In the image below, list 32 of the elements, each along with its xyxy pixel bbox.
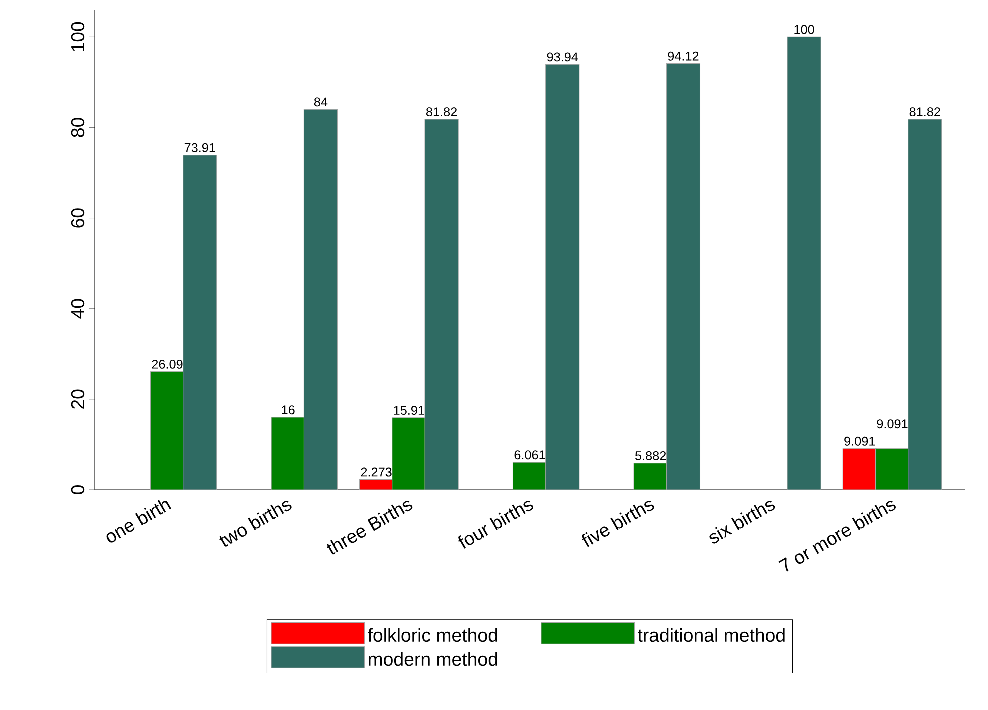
x-tick-label: one birth bbox=[106, 500, 172, 543]
data-label: 9.091 bbox=[877, 420, 908, 429]
data-label: 5.882 bbox=[635, 451, 666, 460]
data-label: 100 bbox=[794, 25, 814, 34]
x-tick-label: three Births bbox=[326, 501, 413, 555]
data-label: 26.09 bbox=[152, 360, 183, 369]
data-label: 81.82 bbox=[910, 108, 940, 117]
y-tick-label: 80 bbox=[71, 118, 85, 138]
x-tick-label: five births bbox=[582, 501, 654, 548]
data-label: 73.91 bbox=[184, 143, 216, 152]
data-label: 93.94 bbox=[547, 52, 578, 62]
legend-label: modern method bbox=[369, 652, 498, 666]
x-tick-label: two births bbox=[220, 501, 292, 547]
data-label: 2.273 bbox=[361, 468, 392, 477]
y-tick-label: 20 bbox=[71, 390, 85, 409]
data-label: 9.091 bbox=[844, 436, 876, 446]
legend-label: folkloric method bbox=[368, 628, 498, 642]
data-label: 6.061 bbox=[514, 450, 546, 460]
y-tick-label: 60 bbox=[71, 208, 85, 228]
x-tick-label: 7 or more births bbox=[778, 501, 896, 572]
data-label: 15.91 bbox=[394, 406, 424, 416]
data-label: 16 bbox=[282, 406, 295, 415]
data-label: 94.12 bbox=[668, 52, 699, 61]
data-label: 84 bbox=[314, 98, 328, 107]
bar bbox=[787, 36, 822, 490]
y-tick-label: 0 bbox=[71, 486, 85, 494]
y-tick-label: 40 bbox=[71, 299, 85, 319]
y-tick-label: 100 bbox=[71, 22, 85, 52]
legend-label: traditional method bbox=[638, 628, 785, 642]
x-tick-label: four births bbox=[458, 501, 534, 549]
data-label: 81.82 bbox=[426, 108, 458, 117]
x-tick-label: six births bbox=[710, 501, 776, 544]
